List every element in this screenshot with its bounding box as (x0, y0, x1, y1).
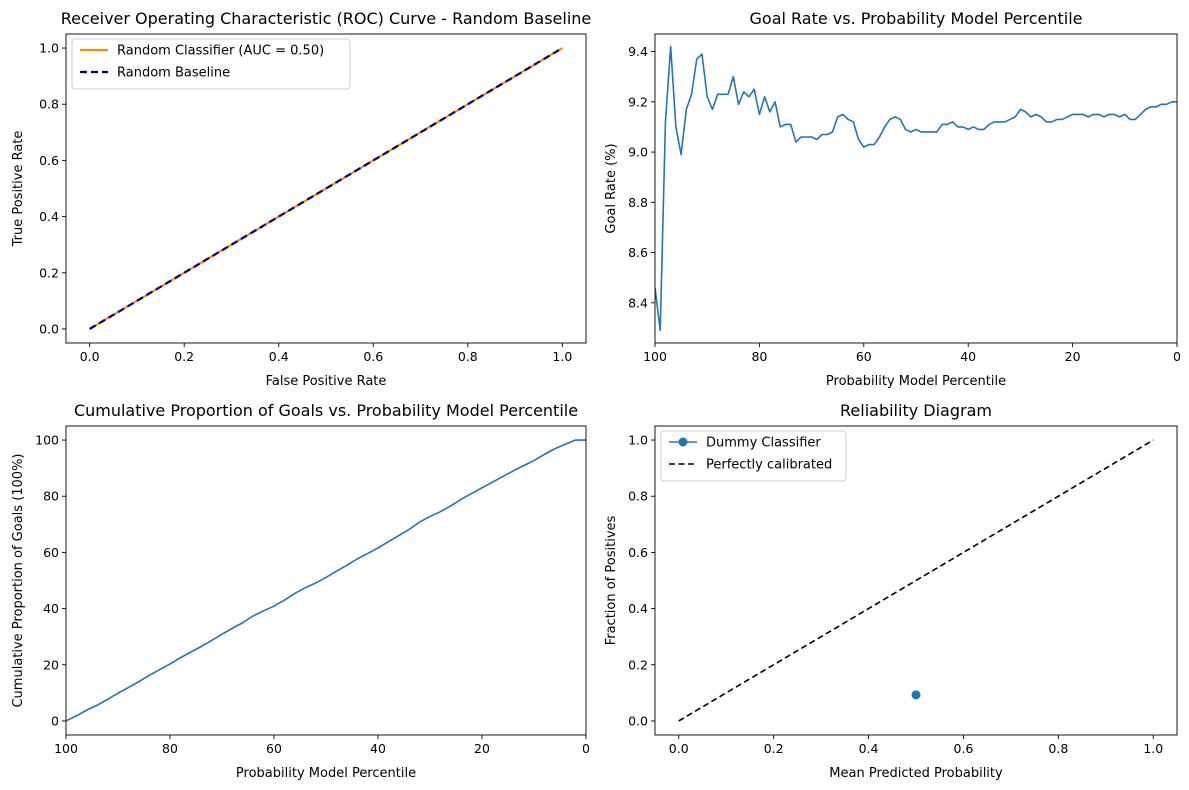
legend-label: Perfectly calibrated (706, 458, 832, 473)
chart-title: Goal Rate vs. Probability Model Percenti… (750, 9, 1083, 28)
subplot-2: Goal Rate vs. Probability Model Percenti… (604, 9, 1181, 389)
y-tick-label: 20 (43, 657, 59, 672)
x-tick-label: 0 (1173, 349, 1181, 364)
y-tick-label: 0.8 (628, 489, 648, 504)
y-tick-label: 0.4 (628, 601, 648, 616)
y-tick-label: 1.0 (628, 433, 648, 448)
y-tick-label: 8.4 (628, 295, 648, 310)
chart-title: Reliability Diagram (840, 401, 992, 420)
plot-area (678, 439, 1154, 722)
x-axis-label: False Positive Rate (266, 374, 387, 389)
y-tick-label: 0.0 (39, 321, 59, 336)
y-tick-label: 0.6 (39, 153, 59, 168)
x-tick-label: 0 (582, 741, 590, 756)
x-tick-label: 100 (643, 349, 667, 364)
legend-label: Dummy Classifier (706, 436, 821, 451)
y-axis-label: Fraction of Positives (604, 515, 619, 645)
legend-label: Random Classifier (AUC = 0.50) (117, 44, 324, 59)
legend: Random Classifier (AUC = 0.50) Random Bas… (71, 38, 351, 90)
x-tick-label: 0.2 (174, 349, 194, 364)
y-tick-label: 60 (43, 545, 59, 560)
subplot-4: Reliability Diagram 0.0 0.2 0.4 0.6 0.8 1.0 0.0… (604, 401, 1178, 781)
legend-label: Random Baseline (117, 66, 230, 81)
y-tick-label: 0.2 (39, 265, 59, 280)
x-tick-label: 80 (751, 349, 767, 364)
y-tick-label: 8.8 (628, 195, 648, 210)
legend-marker (678, 437, 688, 447)
chart-title: Receiver Operating Characteristic (ROC) … (61, 9, 592, 28)
plot-area (66, 439, 586, 722)
legend-box (660, 430, 847, 482)
x-tick-label: 0.8 (1048, 741, 1068, 756)
y-tick-label: 100 (35, 433, 59, 448)
x-tick-label: 0.8 (458, 349, 478, 364)
x-tick-label: 0.6 (363, 349, 383, 364)
y-tick-label: 9.0 (628, 145, 648, 160)
x-tick-label: 0.2 (764, 741, 784, 756)
chart-title: Cumulative Proportion of Goals vs. Proba… (74, 401, 578, 420)
x-axis-label: Probability Model Percentile (826, 374, 1006, 389)
axes-frame (65, 33, 587, 344)
plot-area (89, 47, 563, 330)
y-tick-label: 1.0 (39, 41, 59, 56)
x-tick-label: 0.4 (269, 349, 289, 364)
y-axis-label: Goal Rate (%) (604, 143, 619, 233)
x-tick-label: 60 (266, 741, 282, 756)
y-tick-label: 0.0 (628, 713, 648, 728)
x-axis-label: Probability Model Percentile (236, 766, 416, 781)
axes-frame (654, 33, 1178, 344)
y-axis-label: Cumulative Proportion of Goals (100%) (11, 453, 26, 707)
x-tick-label: 40 (960, 349, 976, 364)
x-axis-label: Mean Predicted Probability (829, 766, 1003, 781)
x-tick-label: 0.4 (859, 741, 879, 756)
legend: Dummy Classifier Perfectly calibrated (660, 430, 847, 482)
y-tick-label: 40 (43, 601, 59, 616)
y-tick-label: 9.2 (628, 94, 648, 109)
x-tick-label: 20 (474, 741, 490, 756)
series-line-1-line (655, 45, 1177, 332)
y-tick-label: 0.2 (628, 657, 648, 672)
series-perfectly-calibrated-line (678, 439, 1154, 722)
series-random-baseline-line (89, 47, 563, 330)
y-tick-label: 0.8 (39, 97, 59, 112)
x-tick-label: 100 (54, 741, 78, 756)
x-tick-label: 60 (856, 349, 872, 364)
axes-frame (65, 425, 587, 736)
y-tick-label: 80 (43, 489, 59, 504)
subplot-3: Cumulative Proportion of Goals vs. Proba… (11, 401, 590, 781)
y-tick-label: 0.4 (39, 209, 59, 224)
y-tick-label: 8.6 (628, 245, 648, 260)
y-tick-label: 0.6 (628, 545, 648, 560)
subplot-1: Receiver Operating Characteristic (ROC) … (11, 9, 591, 389)
x-tick-label: 80 (162, 741, 178, 756)
x-tick-label: 1.0 (552, 349, 572, 364)
x-tick-label: 0.0 (80, 349, 100, 364)
x-tick-label: 0.6 (954, 741, 974, 756)
series-dummy-classifier-point (911, 690, 921, 700)
legend-box (71, 38, 351, 90)
plot-area (655, 45, 1177, 332)
series-line-1-line (66, 439, 586, 722)
x-tick-label: 40 (370, 741, 386, 756)
x-tick-label: 1.0 (1143, 741, 1163, 756)
x-tick-label: 0.0 (669, 741, 689, 756)
x-tick-label: 20 (1065, 349, 1081, 364)
y-tick-label: 9.4 (628, 44, 648, 59)
y-tick-label: 0 (51, 713, 59, 728)
y-axis-label: True Positive Rate (11, 131, 26, 248)
axes-frame (654, 425, 1178, 736)
